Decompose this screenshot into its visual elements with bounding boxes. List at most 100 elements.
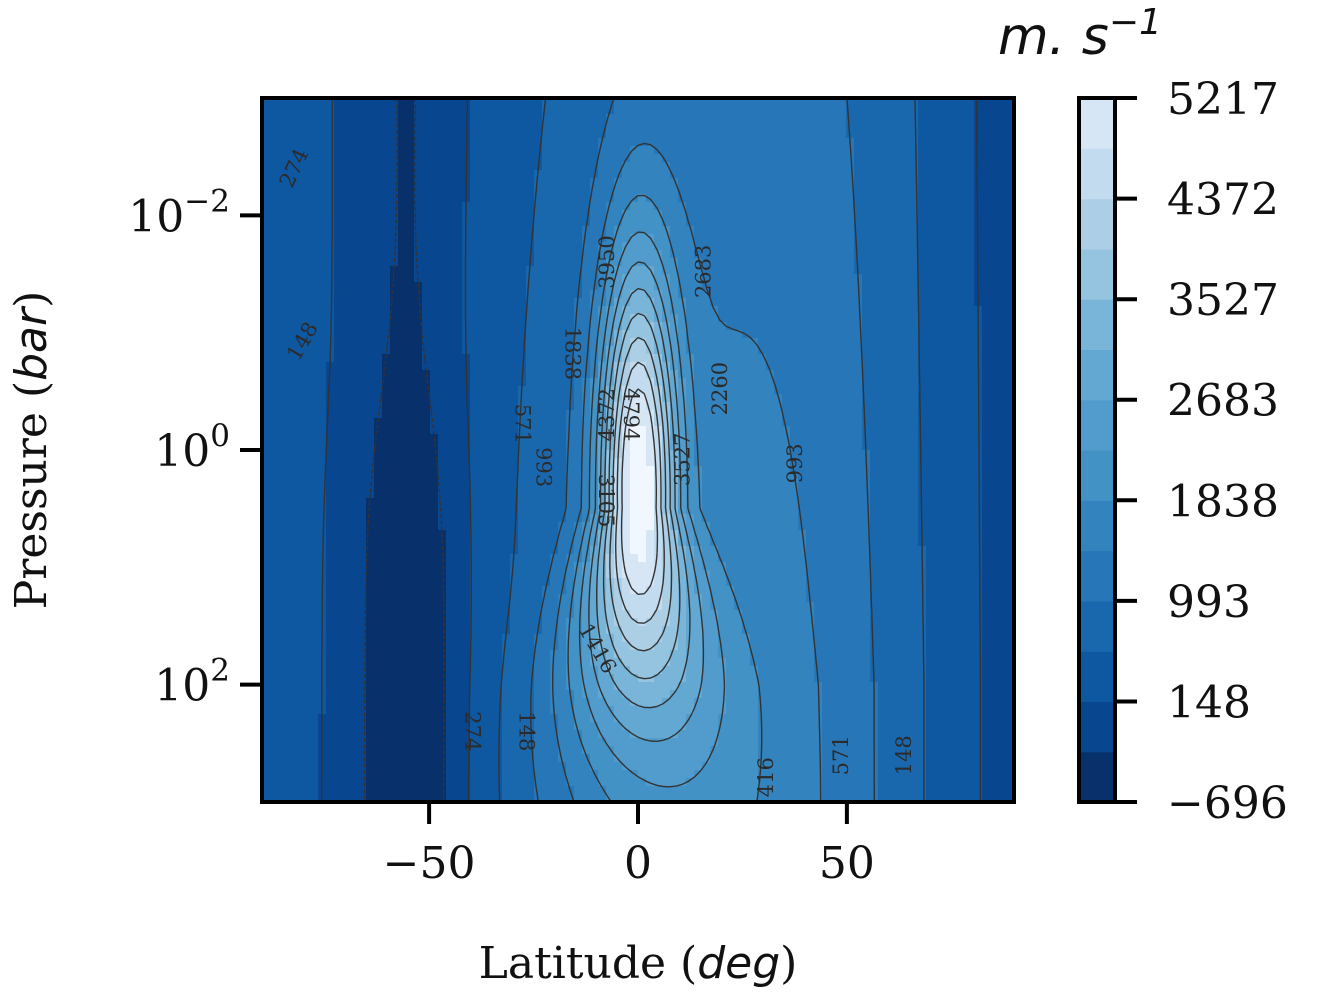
field-cell	[958, 122, 967, 131]
field-cell	[854, 394, 863, 403]
field-cell	[262, 410, 271, 419]
field-cell	[326, 434, 335, 443]
field-cell	[782, 362, 791, 371]
field-cell	[686, 466, 695, 475]
field-cell	[294, 386, 303, 395]
field-cell	[766, 226, 775, 235]
field-cell	[886, 498, 895, 507]
field-cell	[470, 250, 479, 259]
field-cell	[278, 154, 287, 163]
field-cell	[430, 466, 439, 475]
field-cell	[782, 226, 791, 235]
field-cell	[806, 162, 815, 171]
field-cell	[350, 282, 359, 291]
field-cell	[734, 258, 743, 267]
field-cell	[494, 482, 503, 491]
field-cell	[390, 394, 399, 403]
field-cell	[830, 498, 839, 507]
field-cell	[526, 218, 535, 227]
field-cell	[454, 426, 463, 435]
field-cell	[414, 394, 423, 403]
field-cell	[286, 322, 295, 331]
field-cell	[846, 154, 855, 163]
field-cell	[446, 162, 455, 171]
field-cell	[926, 474, 935, 483]
field-cell	[550, 434, 559, 443]
field-cell	[742, 250, 751, 259]
field-cell	[830, 250, 839, 259]
field-cell	[966, 402, 975, 411]
field-cell	[846, 330, 855, 339]
field-cell	[326, 106, 335, 115]
field-cell	[718, 202, 727, 211]
field-cell	[358, 314, 367, 323]
field-cell	[774, 354, 783, 363]
field-cell	[838, 338, 847, 347]
field-cell	[574, 378, 583, 387]
field-cell	[414, 242, 423, 251]
field-cell	[918, 194, 927, 203]
field-cell	[678, 290, 687, 299]
field-cell	[654, 458, 663, 467]
field-cell	[862, 130, 871, 139]
field-cell	[486, 426, 495, 435]
field-cell	[334, 178, 343, 187]
field-cell	[782, 258, 791, 267]
field-cell	[334, 186, 343, 195]
field-cell	[822, 226, 831, 235]
field-cell	[390, 450, 399, 459]
field-cell	[326, 386, 335, 395]
field-cell	[822, 330, 831, 339]
field-cell	[398, 114, 407, 123]
field-cell	[574, 402, 583, 411]
field-cell	[446, 410, 455, 419]
field-cell	[358, 202, 367, 211]
field-cell	[790, 282, 799, 291]
field-cell	[646, 466, 655, 475]
field-cell	[518, 154, 527, 163]
field-cell	[782, 282, 791, 291]
field-cell	[686, 266, 695, 275]
field-cell	[318, 458, 327, 467]
field-cell	[998, 466, 1007, 475]
field-cell	[734, 162, 743, 171]
field-cell	[854, 434, 863, 443]
field-cell	[382, 434, 391, 443]
field-cell	[918, 410, 927, 419]
field-cell	[510, 154, 519, 163]
field-cell	[630, 186, 639, 195]
field-cell	[542, 306, 551, 315]
field-cell	[310, 274, 319, 283]
field-cell	[854, 314, 863, 323]
field-cell	[286, 506, 295, 515]
field-cell	[694, 194, 703, 203]
field-cell	[494, 250, 503, 259]
field-cell	[278, 386, 287, 395]
field-cell	[318, 314, 327, 323]
field-cell	[694, 210, 703, 219]
field-cell	[478, 338, 487, 347]
field-cell	[334, 290, 343, 299]
field-cell	[318, 170, 327, 179]
field-cell	[566, 130, 575, 139]
field-cell	[374, 98, 383, 107]
field-cell	[686, 306, 695, 315]
field-cell	[934, 330, 943, 339]
field-cell	[526, 210, 535, 219]
field-cell	[446, 106, 455, 115]
field-cell	[894, 306, 903, 315]
field-cell	[446, 130, 455, 139]
field-cell	[422, 298, 431, 307]
field-cell	[302, 458, 311, 467]
field-cell	[910, 482, 919, 491]
field-cell	[590, 130, 599, 139]
field-cell	[414, 218, 423, 227]
field-cell	[950, 186, 959, 195]
field-cell	[558, 130, 567, 139]
field-cell	[654, 298, 663, 307]
field-cell	[390, 346, 399, 355]
field-cell	[422, 122, 431, 131]
field-cell	[918, 266, 927, 275]
field-cell	[822, 154, 831, 163]
field-cell	[574, 274, 583, 283]
